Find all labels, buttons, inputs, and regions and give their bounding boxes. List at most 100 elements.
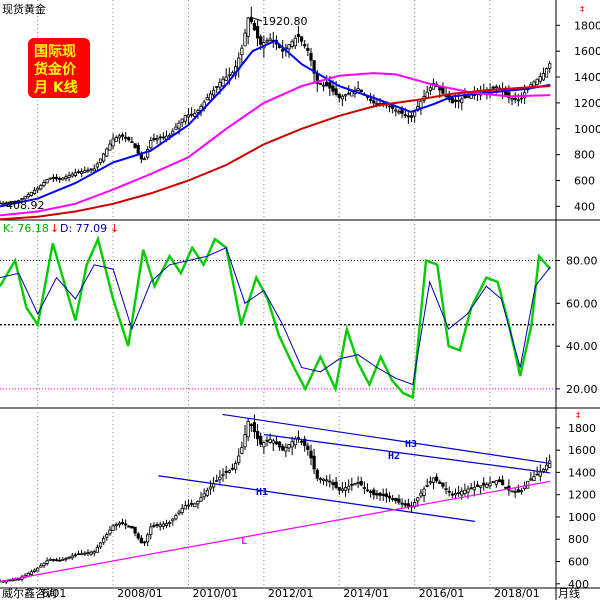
price-candle-body: [397, 111, 401, 114]
channel-candle-body: [17, 578, 21, 581]
channel-candle-body: [513, 491, 517, 493]
channel-candle-body: [378, 492, 382, 496]
channel-candle-body: [325, 479, 329, 482]
price-candle-body: [548, 63, 552, 69]
price-candle-body: [460, 98, 464, 104]
channel-candle-body: [149, 526, 153, 535]
price-candle-body: [494, 86, 498, 89]
channel-ytick-1600: 1600: [568, 444, 596, 457]
channel-candle-body: [287, 444, 291, 449]
price-candle-body: [26, 193, 30, 198]
price-candle-body: [240, 47, 244, 56]
price-candle-body: [532, 81, 536, 87]
channel-candle-body: [472, 486, 476, 491]
channel-candle-body: [186, 504, 191, 507]
channel-candle-body: [249, 424, 253, 426]
channel-candle-body: [340, 488, 344, 491]
channel-candle-body: [425, 484, 429, 487]
channel-candle-body: [516, 489, 520, 493]
channel-candle-body: [136, 533, 140, 539]
price-ytick-1600: 1600: [574, 45, 600, 58]
price-candle-body: [120, 134, 125, 137]
price-candle-body: [221, 78, 225, 87]
k-line: [0, 235, 552, 400]
price-candle-body: [108, 143, 112, 151]
price-candle-body: [287, 44, 291, 50]
price-marker: ‡: [576, 411, 581, 421]
price-candle-body: [10, 201, 15, 204]
channel-candle-body: [180, 508, 184, 514]
channel-candle-body: [422, 488, 426, 496]
channel-candle-body: [488, 482, 492, 487]
price-candle-body: [0, 202, 2, 205]
price-candle-body: [39, 184, 43, 190]
price-ytick-1400: 1400: [574, 71, 600, 84]
channel-candle-body: [328, 480, 332, 483]
channel-candle-body: [290, 441, 294, 448]
channel-candle-body: [208, 486, 213, 490]
channel-candle-body: [48, 558, 52, 561]
channel-candle-body: [152, 525, 156, 527]
price-candle-body: [186, 114, 191, 118]
channel-candle-body: [479, 485, 483, 488]
price-candle-body: [293, 37, 297, 47]
channel-candle-body: [453, 493, 458, 496]
channel-candle-body: [532, 476, 536, 482]
price-candle-body: [168, 134, 172, 137]
channel-candle-body: [347, 485, 351, 490]
price-candle-body: [331, 85, 335, 92]
price-candle-body: [83, 170, 87, 173]
price-candle-body: [265, 40, 269, 43]
channel-candle-body: [54, 559, 59, 562]
channel-candle-body: [284, 446, 288, 452]
channel-candle-body: [155, 524, 159, 526]
channel-candle-body: [190, 502, 194, 505]
price-candle-body: [158, 136, 162, 139]
channel-ytick-1200: 1200: [568, 489, 596, 502]
channel-candle-body: [193, 503, 197, 508]
channel-candle-body: [202, 493, 206, 498]
price-ytick-800: 800: [574, 149, 595, 162]
price-candle-body: [441, 86, 445, 94]
price-candle-body: [309, 52, 313, 61]
channel-candle-body: [240, 447, 244, 454]
channel-candle-body: [58, 559, 62, 562]
price-candle-body: [130, 141, 134, 144]
price-candle-body: [246, 17, 250, 37]
price-candle-body: [359, 89, 363, 93]
channel-candle-body: [381, 493, 385, 497]
badge-line-2: 货金价: [33, 61, 77, 78]
price-ytick-600: 600: [574, 174, 595, 187]
channel-candle-body: [475, 484, 480, 487]
channel-candle-body: [500, 479, 505, 486]
price-candle-body: [174, 126, 178, 130]
peak-annotation: 1920.80: [262, 15, 308, 28]
price-candle-body: [343, 94, 348, 97]
channel-ytick-400: 400: [568, 578, 589, 591]
price-candle-body: [328, 82, 332, 89]
channel-candle-body: [318, 478, 323, 481]
trendline-layer: [0, 413, 551, 583]
channel-candle-body: [293, 438, 297, 446]
channel-candle-body: [124, 523, 128, 526]
channel-candle-body: [105, 533, 109, 538]
price-ytick-1800: 1800: [574, 19, 600, 32]
channel-candle-body: [482, 482, 486, 486]
channel-candle-body: [309, 450, 313, 459]
price-candle-body: [507, 92, 511, 99]
price-candle-body: [136, 145, 140, 154]
channel-candle-body: [548, 460, 552, 468]
channel-candle-body: [64, 557, 68, 560]
price-candle-body: [114, 137, 118, 142]
channel-candle-body: [397, 498, 401, 503]
price-candle-body: [541, 73, 546, 81]
channel-candle-body: [221, 473, 225, 476]
price-candle-body: [356, 88, 360, 91]
xtick-0: 6/01: [42, 587, 67, 600]
price-candle-body: [334, 88, 338, 95]
channel-ytick-600: 600: [568, 555, 589, 568]
price-candle-body: [190, 113, 194, 116]
channel-candle-body: [369, 490, 373, 494]
channel-ytick-800: 800: [568, 533, 589, 546]
